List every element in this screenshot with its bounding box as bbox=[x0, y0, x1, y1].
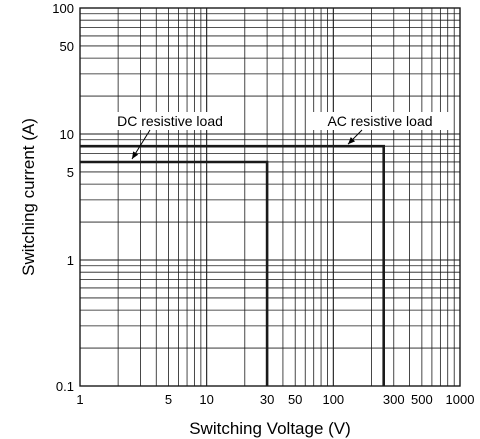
y-tick-label: 100 bbox=[52, 1, 74, 16]
x-axis-label: Switching Voltage (V) bbox=[189, 419, 351, 438]
y-axis-label: Switching current (A) bbox=[19, 118, 38, 276]
x-tick-label: 10 bbox=[199, 392, 213, 407]
annotations: DC resistive load AC resistive load bbox=[100, 112, 450, 160]
x-tick-label: 1000 bbox=[446, 392, 475, 407]
arrowhead-icon bbox=[348, 137, 356, 145]
x-tick-label: 30 bbox=[260, 392, 274, 407]
annotation-background bbox=[310, 112, 450, 130]
series-line-ac bbox=[80, 144, 386, 386]
series-lines bbox=[80, 144, 386, 386]
grid bbox=[80, 8, 460, 386]
plot-frame bbox=[79, 7, 461, 387]
x-tick-label: 300 bbox=[383, 392, 405, 407]
x-tick-label: 50 bbox=[288, 392, 302, 407]
arrowhead-icon bbox=[132, 151, 139, 159]
ac-resistive-load-label: AC resistive load bbox=[327, 113, 432, 129]
y-tick-label: 1 bbox=[67, 253, 74, 268]
y-tick-label: 50 bbox=[60, 39, 74, 54]
dc-resistive-load-label: DC resistive load bbox=[117, 113, 223, 129]
x-tick-label: 100 bbox=[322, 392, 344, 407]
y-tick-label: 10 bbox=[60, 127, 74, 142]
y-tick-label: 5 bbox=[67, 165, 74, 180]
y-tick-label: 0.1 bbox=[56, 379, 74, 394]
x-tick-label: 1 bbox=[76, 392, 83, 407]
x-tick-label: 500 bbox=[411, 392, 433, 407]
series-line-dc bbox=[80, 160, 269, 386]
x-tick-label: 5 bbox=[165, 392, 172, 407]
annotation-background bbox=[100, 112, 240, 130]
